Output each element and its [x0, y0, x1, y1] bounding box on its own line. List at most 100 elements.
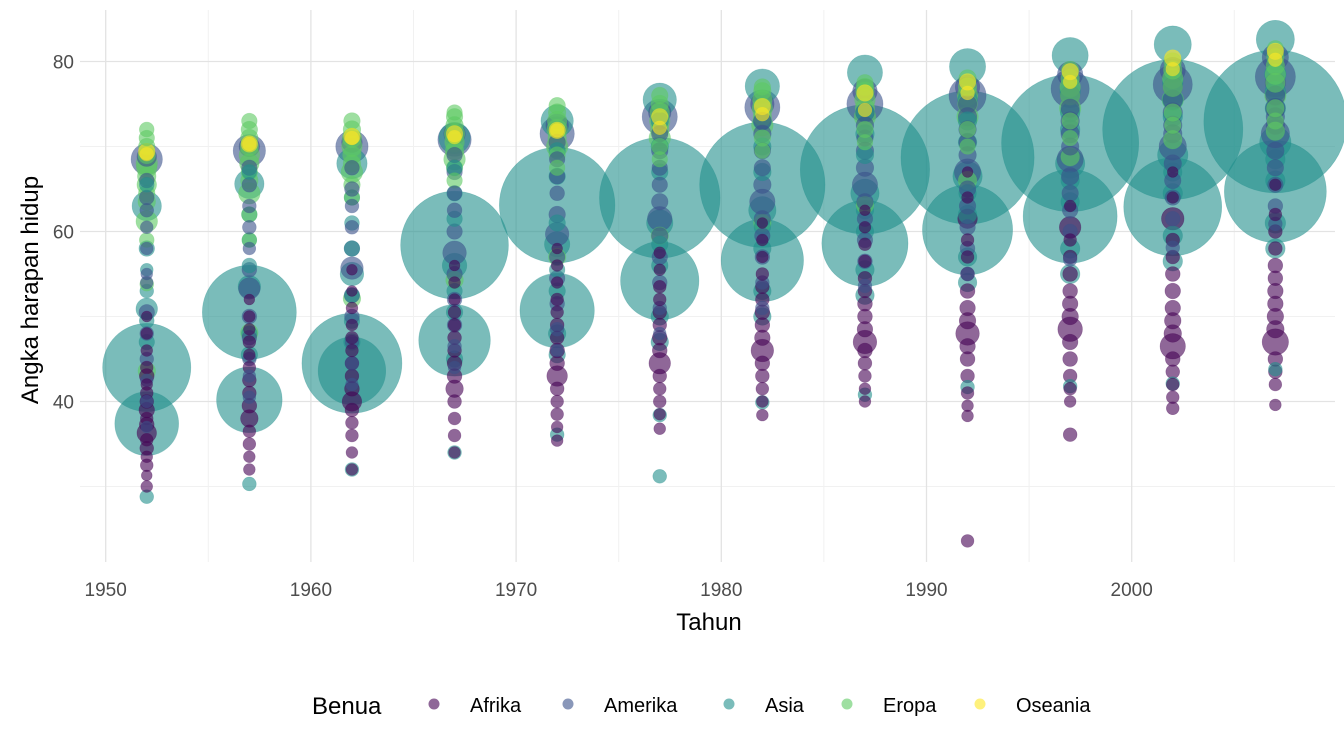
point-afrika — [857, 342, 873, 359]
point-afrika — [140, 433, 154, 447]
point-afrika — [344, 402, 360, 418]
x-tick-label: 1950 — [85, 580, 127, 601]
point-amerika — [1061, 167, 1080, 186]
point-afrika — [756, 217, 769, 229]
point-oseania — [857, 102, 873, 118]
point-amerika — [344, 181, 360, 197]
point-afrika — [858, 382, 872, 395]
point-amerika — [140, 241, 154, 256]
point-afrika — [754, 355, 771, 371]
point-afrika — [550, 305, 564, 319]
point-afrika — [1167, 166, 1179, 178]
point-afrika — [1063, 395, 1077, 408]
point-afrika — [653, 263, 666, 276]
point-eropa — [1266, 112, 1284, 130]
point-afrika — [550, 420, 564, 434]
point-eropa — [548, 97, 566, 115]
point-afrika — [447, 411, 462, 426]
point-amerika — [446, 202, 463, 218]
point-amerika — [549, 185, 565, 201]
point-afrika — [550, 407, 564, 421]
point-afrika — [1166, 191, 1179, 204]
point-afrika — [345, 301, 359, 315]
point-amerika — [140, 220, 154, 234]
point-afrika — [242, 437, 257, 451]
point-afrika — [345, 428, 359, 443]
point-oseania — [139, 146, 154, 162]
point-afrika — [1063, 382, 1077, 396]
point-amerika — [140, 394, 154, 409]
x-tick-label: 1980 — [700, 580, 742, 601]
point-afrika — [1062, 266, 1078, 282]
point-afrika — [1267, 257, 1284, 274]
point-eropa — [1162, 76, 1183, 98]
point-amerika — [1266, 159, 1284, 177]
point-afrika — [447, 394, 462, 409]
point-amerika — [651, 193, 669, 211]
point-amerika — [550, 343, 564, 358]
point-eropa — [446, 104, 463, 121]
point-afrika — [858, 221, 872, 234]
point-afrika — [141, 469, 153, 482]
point-amerika — [1061, 184, 1079, 202]
y-tick-label: 40 — [53, 393, 74, 414]
point-amerika — [549, 322, 565, 337]
point-oseania — [447, 129, 462, 145]
point-afrika — [1062, 283, 1078, 299]
point-afrika — [242, 335, 257, 349]
point-amerika — [959, 219, 976, 236]
point-afrika — [961, 191, 974, 204]
point-amerika — [1062, 252, 1078, 267]
point-afrika — [1166, 390, 1180, 404]
point-amerika — [139, 203, 154, 218]
data-points — [102, 20, 1344, 548]
point-afrika — [652, 368, 667, 384]
point-eropa — [651, 151, 668, 168]
point-afrika — [447, 305, 462, 319]
point-afrika — [961, 399, 974, 412]
point-afrika — [960, 534, 975, 548]
point-afrika — [960, 386, 975, 400]
point-oseania — [344, 130, 360, 146]
point-afrika — [345, 331, 359, 345]
point-afrika — [1268, 377, 1283, 392]
point-afrika — [243, 348, 256, 361]
point-afrika — [551, 242, 563, 255]
point-eropa — [1061, 112, 1079, 130]
point-afrika — [242, 424, 257, 438]
point-amerika — [140, 420, 153, 434]
point-amerika — [242, 198, 257, 214]
point-amerika — [344, 356, 360, 371]
point-afrika — [1166, 377, 1180, 392]
point-amerika — [242, 220, 257, 235]
legend-label-asia: Asia — [765, 695, 805, 717]
legend-key-eropa — [841, 698, 853, 710]
point-afrika — [1268, 241, 1283, 256]
point-afrika — [140, 360, 154, 375]
point-amerika — [755, 300, 770, 316]
point-afrika — [1269, 178, 1282, 191]
point-afrika — [1062, 351, 1078, 367]
point-amerika — [857, 278, 873, 294]
point-amerika — [140, 267, 153, 281]
point-afrika — [755, 382, 770, 396]
point-oseania — [242, 136, 257, 152]
point-afrika — [1165, 351, 1181, 367]
point-eropa — [1164, 116, 1182, 134]
point-asia — [1268, 362, 1283, 377]
point-eropa — [958, 120, 977, 139]
point-afrika — [1268, 207, 1283, 222]
point-amerika — [960, 266, 975, 282]
point-afrika — [345, 343, 359, 358]
point-afrika — [959, 299, 976, 317]
point-oseania — [755, 106, 770, 122]
point-oseania — [1165, 61, 1180, 77]
point-eropa — [651, 86, 669, 105]
point-afrika — [550, 276, 564, 289]
point-afrika — [1063, 233, 1077, 247]
point-afrika — [756, 395, 769, 408]
point-oseania — [856, 84, 874, 102]
point-asia — [241, 164, 258, 180]
point-afrika — [1165, 266, 1181, 282]
point-afrika — [653, 382, 667, 396]
